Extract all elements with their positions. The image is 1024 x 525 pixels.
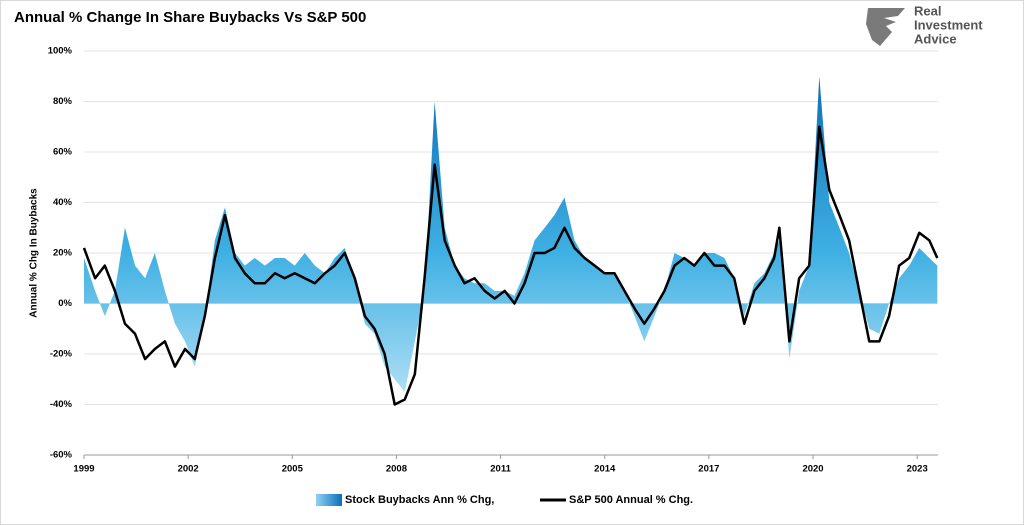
legend: Stock Buybacks Ann % Chg, S&P 500 Annual… — [316, 494, 693, 506]
y-tick-label: 0% — [58, 298, 72, 309]
y-tick-label: 60% — [53, 147, 73, 158]
logo-text: Investment — [914, 17, 983, 32]
x-tick-label: 2008 — [386, 464, 407, 475]
y-tick-label: -60% — [50, 450, 73, 461]
legend-swatch — [316, 494, 342, 506]
line — [82, 125, 939, 406]
y-axis-title: Annual % Chg In Buybacks — [29, 188, 40, 318]
x-tick-label: 2017 — [698, 464, 719, 475]
x-tick-label: 2002 — [178, 464, 199, 475]
legend-label: Stock Buybacks Ann % Chg, — [345, 494, 494, 506]
y-tick-label: -40% — [50, 399, 73, 410]
y-tick-label: 80% — [53, 96, 73, 107]
logo: Real Investment Advice — [866, 3, 983, 46]
x-tick-label: 2005 — [282, 464, 304, 475]
y-tick-label: 20% — [53, 248, 73, 259]
logo-text: Advice — [914, 31, 957, 46]
y-tick-label: 40% — [53, 197, 73, 208]
x-tick-label: 2020 — [802, 464, 823, 475]
logo-icon — [866, 8, 905, 46]
legend-label: S&P 500 Annual % Chg. — [569, 494, 693, 506]
x-tick-label: 1999 — [73, 464, 94, 475]
logo-text: Real — [914, 3, 941, 18]
y-tick-label: 100% — [48, 46, 73, 57]
chart-title: Annual % Change In Share Buybacks Vs S&P… — [14, 9, 366, 26]
x-tick-label: 2023 — [907, 464, 928, 475]
x-tick-label: 2011 — [490, 464, 511, 475]
x-tick-label: 2014 — [594, 464, 616, 475]
y-tick-label: -20% — [50, 349, 73, 360]
